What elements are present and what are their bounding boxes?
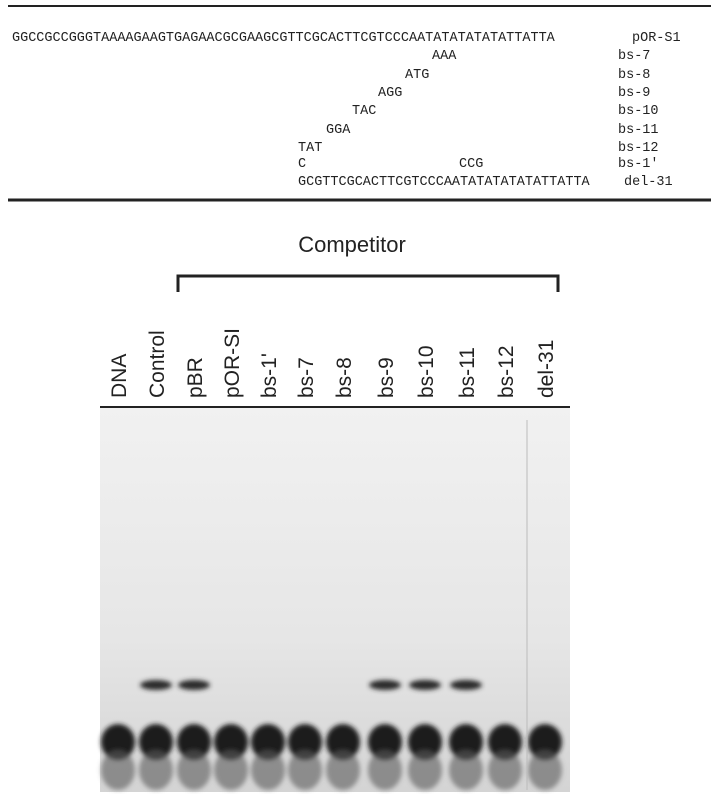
smear	[368, 750, 402, 790]
smear	[449, 750, 483, 790]
sequence-text: AGG	[378, 86, 402, 101]
construct-label: bs-8	[618, 68, 650, 83]
lane-label: DNA	[108, 354, 131, 398]
smear	[488, 750, 522, 790]
smear	[139, 750, 173, 790]
lane-label: bs-9	[375, 357, 398, 398]
sequence-text: C	[298, 157, 306, 172]
smear	[326, 750, 360, 790]
smear	[214, 750, 248, 790]
construct-label: bs-9	[618, 86, 650, 101]
sequence-text: GGA	[326, 123, 351, 138]
complex-band	[450, 680, 482, 690]
lane-label: bs-1'	[258, 353, 281, 398]
construct-label: bs-11	[618, 123, 659, 138]
smear	[251, 750, 285, 790]
construct-label: del-31	[624, 175, 673, 190]
sequence-text: GCGTTCGCACTTCGTCCCAATATATATATATTATTA	[298, 175, 591, 190]
smear	[101, 750, 135, 790]
lane-label: pOR-SI	[221, 328, 244, 398]
sequence-text: TAC	[352, 104, 376, 119]
smear	[288, 750, 322, 790]
figure: Competitor GGCCGCCGGGTAAAAGAAGTGAGAACGCG…	[0, 0, 711, 794]
sequence-text: CCG	[459, 157, 483, 172]
complex-band	[409, 680, 441, 690]
lane-label: bs-7	[295, 357, 318, 398]
smear	[528, 750, 562, 790]
construct-label: bs-10	[618, 104, 659, 119]
lane-label: Control	[146, 330, 169, 398]
smear	[177, 750, 211, 790]
lane-label: bs-8	[333, 357, 356, 398]
smear	[408, 750, 442, 790]
complex-band	[178, 680, 210, 690]
lane-label: del-31	[535, 340, 558, 398]
construct-label: bs-1'	[618, 157, 659, 172]
construct-label: pOR-S1	[632, 31, 681, 46]
lane-label: bs-12	[495, 345, 518, 398]
complex-band	[140, 680, 172, 690]
construct-label: bs-7	[618, 49, 650, 64]
sequence-text: AAA	[432, 49, 457, 64]
lane-label: bs-10	[415, 345, 438, 398]
sequence-text: GGCCGCCGGGTAAAAGAAGTGAGAACGCGAAGCGTTCGCA…	[12, 31, 556, 46]
competitor-label: Competitor	[298, 232, 406, 257]
lane-label: pBR	[184, 357, 207, 398]
sequence-text: ATG	[405, 68, 429, 83]
competitor-bracket	[178, 276, 558, 292]
complex-band	[369, 680, 401, 690]
construct-label: bs-12	[618, 141, 659, 156]
lane-label: bs-11	[456, 347, 479, 398]
sequence-text: TAT	[298, 141, 322, 156]
